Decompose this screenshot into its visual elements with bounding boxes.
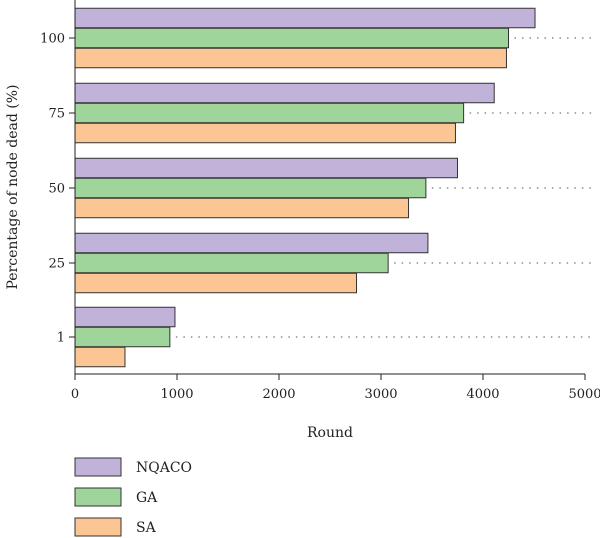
bar-ga-100	[74, 27, 509, 49]
bars	[74, 7, 536, 368]
bar-sa-75	[74, 122, 456, 144]
bar-ga-25	[74, 252, 389, 274]
legend-label-nqaco: NQACO	[136, 460, 192, 476]
bar-sa-25	[74, 272, 358, 294]
y-tick-label-1: 1	[57, 331, 65, 346]
x-axis-title: Round	[307, 425, 353, 441]
bar-nqaco-75	[74, 82, 495, 104]
x-tick-label-5000: 5000	[568, 387, 600, 402]
bar-ga-50	[74, 177, 427, 199]
bar-ga-1	[74, 326, 171, 348]
legend-swatch-nqaco	[74, 457, 122, 477]
bar-nqaco-100	[74, 7, 536, 29]
x-tick-label-4000: 4000	[466, 387, 499, 402]
legend-label-ga: GA	[136, 490, 158, 506]
x-tick-label-0: 0	[71, 387, 79, 402]
legend: NQACO GA SA	[74, 457, 192, 537]
legend-swatch-sa	[74, 517, 122, 537]
y-axis-title: Percentage of node dead (%)	[5, 84, 21, 289]
bar-nqaco-25	[74, 232, 429, 254]
grid-lines	[175, 37, 595, 338]
y-tick-label-75: 75	[48, 107, 65, 122]
bar-nqaco-50	[74, 157, 458, 179]
bar-ga-75	[74, 102, 465, 124]
y-tick-label-25: 25	[48, 257, 65, 272]
x-tick-label-2000: 2000	[262, 387, 295, 402]
y-tick-label-100: 100	[40, 32, 65, 47]
bar-nqaco-1	[74, 306, 176, 328]
bar-sa-50	[74, 197, 410, 219]
x-tick-label-1000: 1000	[160, 387, 193, 402]
bar-sa-100	[74, 47, 507, 69]
legend-swatch-ga	[74, 487, 122, 507]
y-tick-label-50: 50	[48, 182, 65, 197]
legend-label-sa: SA	[136, 520, 157, 536]
x-tick-label-3000: 3000	[364, 387, 397, 402]
bar-sa-1	[74, 346, 126, 368]
